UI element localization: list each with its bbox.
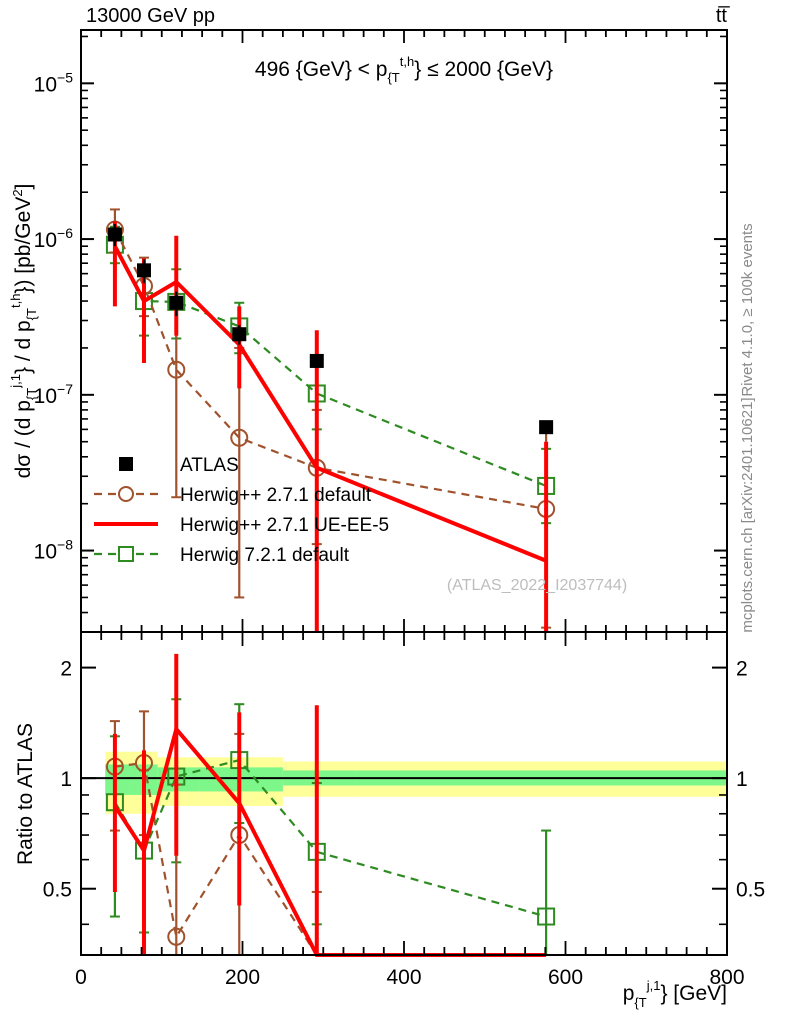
x-axis-tick-label: 0 [75, 966, 87, 989]
ratio-y-tick-label: 0.5 [43, 879, 72, 902]
ratio-y-tick-label: 1 [60, 768, 72, 791]
main-y-tick-label: 10−5 [34, 69, 74, 96]
x-axis-tick-label: 800 [709, 966, 744, 989]
main-y-tick-label: 10−7 [34, 381, 74, 408]
series-line [113, 245, 547, 563]
x-axis-label: p{Tj,1} [GeV] [623, 978, 727, 1010]
open-square-marker [537, 907, 556, 926]
main-data-group [105, 208, 556, 632]
ratio-y-axis-label: Ratio to ATLAS [14, 723, 37, 865]
filled-square-marker [309, 353, 324, 368]
series-line [113, 229, 547, 511]
legend-item-label: ATLAS [180, 455, 239, 476]
legend-item-label: Herwig++ 2.7.1 default [180, 485, 372, 506]
main-y-tick-label: 10−6 [34, 225, 74, 252]
legend-item-herwig-7-2-1-default[interactable]: Herwig 7.2.1 default [94, 545, 350, 566]
open-circle-marker [167, 360, 186, 379]
filled-square-marker [136, 263, 151, 278]
analysis-watermark: (ATLAS_2022_I2037744) [447, 577, 627, 594]
ratio-x-tick-group [80, 632, 728, 955]
ratio-y-tick-label-right: 2 [736, 658, 748, 681]
legend-item-atlas[interactable]: ATLAS [119, 455, 239, 476]
ratio-series-line [114, 761, 318, 956]
main-plot-title: 496 {GeV} < p{Tt,h} ≤ 2000 {GeV} [255, 54, 553, 85]
filled-square-marker [119, 457, 133, 471]
series-atlas [107, 223, 554, 435]
main-panel: dσ / (d p{Tj,1} / d p{Tt,h}) [pb/GeV2] 4… [8, 29, 728, 633]
rivet-version-label: Rivet 4.1.0, ≥ 100k events [739, 223, 756, 396]
legend: ATLAS Herwig++ 2.7.1 default Herwig++ 2.7.… [94, 455, 389, 566]
legend-item-label: Herwig++ 2.7.1 UE-EE-5 [180, 515, 389, 536]
x-axis-tick-label: 200 [225, 966, 260, 989]
filled-square-marker [169, 295, 184, 310]
x-axis-tick-labels: 0 200 400 600 800 [75, 966, 744, 989]
ratio-y-tick-label: 2 [60, 658, 72, 681]
ratio-y-tick-label-right: 0.5 [736, 879, 765, 902]
main-y-tick-group: 10−5 10−6 10−7 10−8 [34, 35, 727, 633]
filled-square-marker [539, 420, 554, 435]
open-circle-marker [230, 428, 249, 447]
series-herwig-2-7-1-ue-ee-5 [112, 221, 549, 632]
main-x-tick-group [80, 30, 728, 632]
ratio-y-tick-label-right: 1 [736, 768, 748, 791]
filled-square-marker [107, 227, 122, 242]
ratio-data-group [105, 653, 556, 957]
main-y-tick-label: 10−8 [34, 537, 74, 564]
x-axis-tick-label: 600 [548, 966, 583, 989]
legend-item-herwig-2-7-1-default[interactable]: Herwig++ 2.7.1 default [94, 485, 372, 506]
x-axis-tick-label: 400 [386, 966, 421, 989]
header-right-label: tt̅ [716, 5, 730, 27]
ratio-panel: 2 2 1 1 0.5 0.5 Ratio to ATLAS [14, 631, 765, 957]
mcplots-source-label: mcplots.cern.ch [arXiv:2401.10621] [739, 397, 756, 632]
main-y-axis-label: dσ / (d p{Tj,1} / d p{Tt,h}) [pb/GeV2] [8, 184, 39, 479]
header-left-label: 13000 GeV pp [86, 5, 215, 27]
legend-item-herwig-2-7-1-ue-ee-5[interactable]: Herwig++ 2.7.1 UE-EE-5 [94, 515, 389, 536]
legend-item-label: Herwig 7.2.1 default [180, 545, 350, 566]
band-segment [105, 764, 130, 795]
open-square-marker [118, 546, 134, 562]
filled-square-marker [232, 327, 247, 342]
ratio-y-tick-group: 2 2 1 1 0.5 0.5 [43, 658, 765, 926]
svg-text:dσ / (d p{Tj,1} / d p{Tt,h}) [: dσ / (d p{Tj,1} / d p{Tt,h}) [pb/GeV2] [8, 184, 39, 479]
open-circle-marker [118, 486, 134, 502]
open-circle-marker [167, 927, 186, 946]
